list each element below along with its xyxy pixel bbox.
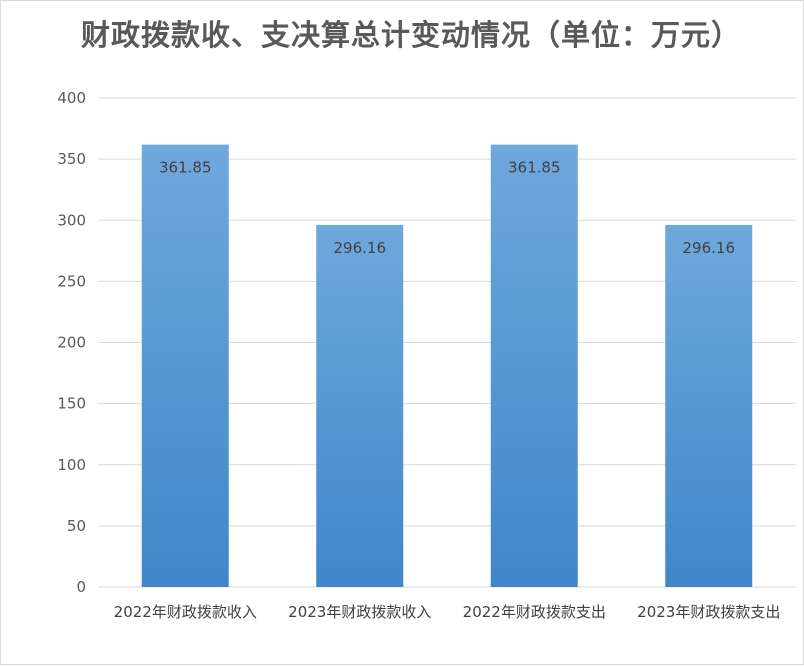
bar bbox=[665, 224, 753, 587]
x-axis-category-labels: 2022年财政拨款收入 2023年财政拨款收入 2022年财政拨款支出 2023年财政… bbox=[114, 603, 781, 621]
y-tick-label: 150 bbox=[57, 395, 86, 413]
y-tick-label: 350 bbox=[57, 150, 86, 168]
category-label: 2023年财政拨款收入 bbox=[288, 603, 431, 621]
y-tick-label: 200 bbox=[57, 334, 86, 352]
bars bbox=[141, 144, 753, 588]
bar-value-label: 361.85 bbox=[159, 159, 212, 177]
chart-title: 财政拨款收、支决算总计变动情况（单位：万元） bbox=[81, 18, 742, 52]
category-label: 2023年财政拨款支出 bbox=[637, 603, 780, 621]
bar bbox=[141, 144, 229, 588]
bar-value-label: 361.85 bbox=[508, 159, 561, 177]
category-label: 2022年财政拨款收入 bbox=[114, 603, 257, 621]
data-labels: 361.85 296.16 361.85 296.16 bbox=[159, 159, 735, 257]
y-tick-label: 100 bbox=[57, 456, 86, 474]
y-tick-label: 300 bbox=[57, 211, 86, 229]
y-axis-tick-labels: 0 50 100 150 200 250 300 350 400 bbox=[57, 89, 86, 596]
y-tick-label: 0 bbox=[76, 578, 86, 596]
bar bbox=[316, 224, 404, 587]
y-tick-label: 400 bbox=[57, 89, 86, 107]
category-label: 2022年财政拨款支出 bbox=[463, 603, 606, 621]
y-tick-label: 50 bbox=[67, 517, 86, 535]
bar-value-label: 296.16 bbox=[334, 239, 387, 257]
bar-value-label: 296.16 bbox=[683, 239, 736, 257]
y-tick-label: 250 bbox=[57, 272, 86, 290]
bar bbox=[490, 144, 578, 588]
